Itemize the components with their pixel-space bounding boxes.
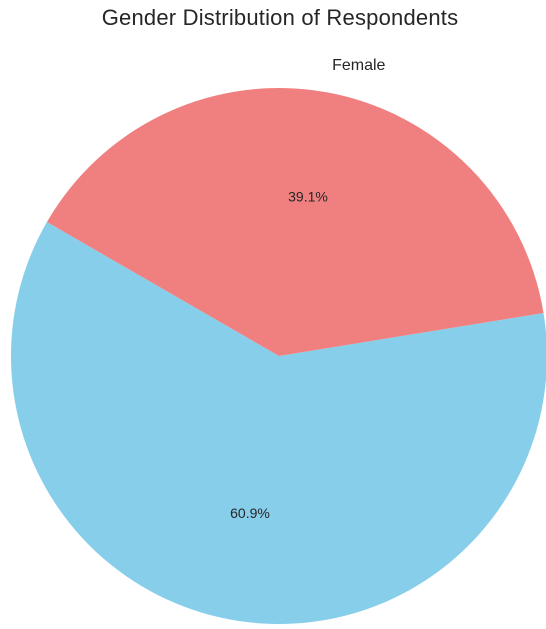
pie-category-label-female: Female xyxy=(332,57,385,74)
chart-title: Gender Distribution of Respondents xyxy=(101,5,459,30)
pie-slice-female xyxy=(46,88,544,356)
pie-slice-male xyxy=(11,222,546,624)
pie-percent-label-female: 39.1% xyxy=(288,189,328,205)
pie-percent-label-male: 60.9% xyxy=(230,505,270,521)
